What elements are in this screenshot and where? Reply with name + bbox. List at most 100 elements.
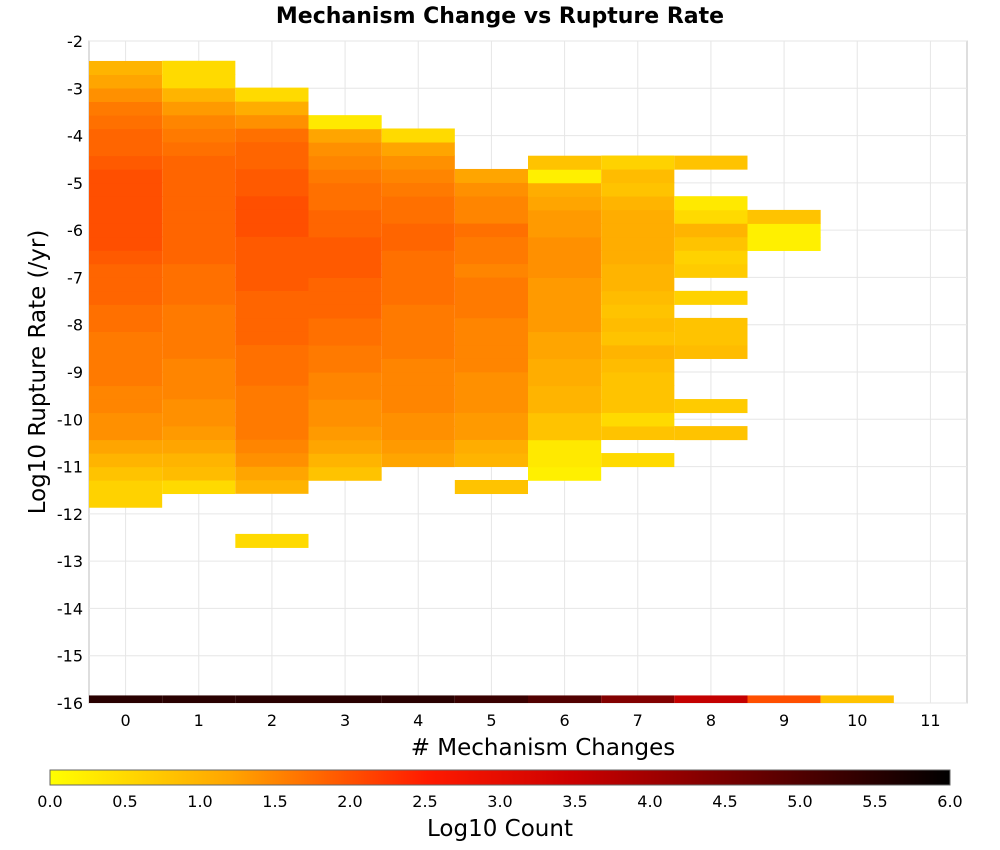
heatmap-cell — [162, 304, 236, 319]
x-tick-label: 4 — [413, 711, 423, 730]
y-tick-label: -16 — [57, 694, 83, 713]
heatmap-cell — [235, 331, 309, 346]
heatmap-cell — [454, 452, 528, 467]
heatmap-cell — [308, 439, 382, 454]
heatmap-cell — [162, 60, 236, 75]
heatmap-cell — [162, 439, 236, 454]
heatmap-cell — [162, 452, 236, 467]
heatmap-cell — [235, 209, 309, 224]
heatmap-cell — [454, 196, 528, 211]
heatmap-cell — [89, 250, 163, 265]
heatmap-cell — [162, 290, 236, 305]
heatmap-cell — [381, 344, 455, 359]
heatmap-cell — [235, 412, 309, 427]
heatmap-cell — [235, 195, 309, 210]
x-tick-label: 5 — [486, 711, 496, 730]
heatmap-cell — [454, 236, 528, 251]
heatmap-cell — [674, 317, 748, 332]
heatmap-cell — [235, 479, 309, 494]
heatmap-cell — [89, 223, 163, 238]
heatmap-cell — [235, 101, 309, 116]
heatmap-cell — [528, 169, 602, 184]
y-tick-label: -13 — [57, 552, 83, 571]
heatmap-cell — [381, 412, 455, 427]
heatmap-cell — [674, 236, 748, 251]
heatmap-cell — [528, 263, 602, 278]
heatmap-cell — [162, 398, 236, 413]
heatmap-cell — [528, 345, 602, 360]
heatmap-cell — [601, 196, 675, 211]
heatmap-cell — [162, 317, 236, 332]
heatmap-cell — [747, 209, 821, 224]
heatmap-cell — [89, 277, 163, 292]
x-tick-labels: 0 1 2 3 4 5 6 7 8 9 10 11 — [120, 711, 940, 730]
heatmap-cell — [308, 399, 382, 414]
heatmap-cell — [308, 277, 382, 292]
heatmap-cell — [89, 358, 163, 373]
heatmap-cell — [601, 209, 675, 224]
heatmap-cell — [162, 331, 236, 346]
heatmap-cell — [601, 371, 675, 386]
heatmap-cell — [454, 371, 528, 386]
heatmap-cell — [235, 385, 309, 400]
heatmap-cell — [235, 439, 309, 454]
heatmap-cell — [747, 695, 821, 703]
heatmap-cell — [381, 385, 455, 400]
heatmap-cell — [235, 87, 309, 102]
heatmap-cell — [381, 263, 455, 278]
heatmap-cell — [235, 452, 309, 467]
heatmap-cell — [235, 317, 309, 332]
heatmap-cell — [308, 209, 382, 224]
heatmap-cell — [601, 453, 675, 468]
heatmap-cell — [674, 426, 748, 441]
heatmap-cell — [235, 425, 309, 440]
heatmap-cell — [89, 480, 163, 495]
heatmap-cell — [235, 290, 309, 305]
heatmap-cell — [89, 385, 163, 400]
y-tick-label: -9 — [67, 363, 83, 382]
heatmap-cell — [381, 142, 455, 157]
heatmap-cell — [381, 371, 455, 386]
heatmap-cell — [601, 317, 675, 332]
heatmap-cell — [381, 236, 455, 251]
heatmap-cell — [528, 182, 602, 197]
heatmap-cell — [235, 695, 309, 703]
colorbar-tick-label: 5.0 — [787, 792, 812, 811]
heatmap-cell — [528, 331, 602, 346]
heatmap-cell — [308, 304, 382, 319]
colorbar-tick-labels: 0.0 0.5 1.0 1.5 2.0 2.5 3.0 3.5 4.0 4.5 5.0 5.5 6.0 — [37, 792, 962, 811]
heatmap-cell — [674, 290, 748, 305]
heatmap-cell — [601, 304, 675, 319]
x-tick-label: 3 — [340, 711, 350, 730]
colorbar-tick-label: 2.5 — [412, 792, 437, 811]
heatmap-cell — [235, 263, 309, 278]
heatmap-cell — [454, 358, 528, 373]
heatmap-cell — [162, 385, 236, 400]
heatmap-cell — [89, 453, 163, 468]
heatmap-cell — [454, 317, 528, 332]
heatmap-cell — [454, 209, 528, 224]
y-tick-label: -10 — [57, 410, 83, 429]
heatmap-cell — [381, 223, 455, 238]
heatmap-cell — [601, 182, 675, 197]
heatmap-cell — [528, 358, 602, 373]
heatmap-cell — [454, 263, 528, 278]
heatmap-cell — [89, 466, 163, 481]
heatmap-cell — [528, 453, 602, 468]
heatmap-cell — [601, 385, 675, 400]
heatmap-cell — [454, 290, 528, 305]
heatmap-cell — [235, 168, 309, 183]
heatmap-cell — [820, 695, 894, 703]
heatmap-cell — [601, 358, 675, 373]
heatmap-cell — [235, 398, 309, 413]
colorbar-tick-label: 4.0 — [637, 792, 662, 811]
heatmap-cell — [235, 466, 309, 481]
heatmap-cell — [381, 695, 455, 703]
colorbar-tick-label: 0.5 — [112, 792, 137, 811]
heatmap-cell — [162, 74, 236, 89]
heatmap-cell — [308, 196, 382, 211]
heatmap-cell — [162, 182, 236, 197]
heatmap-cell — [308, 142, 382, 157]
heatmap-cell — [528, 412, 602, 427]
heatmap-cell — [308, 223, 382, 238]
